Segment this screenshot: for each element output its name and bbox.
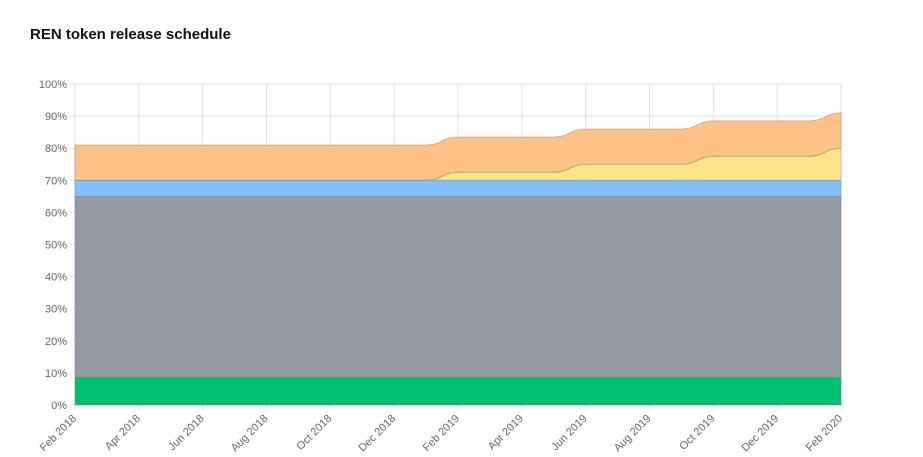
area-series-2 xyxy=(74,195,842,378)
x-tick-label: Oct 2019 xyxy=(677,413,717,453)
y-tick-label: 20% xyxy=(45,336,67,348)
x-tick-label: Dec 2019 xyxy=(740,413,782,455)
x-tick-label: Aug 2019 xyxy=(612,413,654,455)
x-tick-label: Feb 2019 xyxy=(421,413,462,454)
area-series-1 xyxy=(74,376,842,406)
y-tick-label: 50% xyxy=(45,240,67,252)
x-tick-label: Jun 2019 xyxy=(549,413,589,453)
y-tick-label: 90% xyxy=(45,111,67,123)
x-tick-label: Apr 2019 xyxy=(486,413,526,453)
x-tick-label: Dec 2018 xyxy=(357,413,399,455)
y-tick-label: 80% xyxy=(45,143,67,155)
x-tick-label: Feb 2020 xyxy=(804,413,845,454)
x-tick-label: Jun 2018 xyxy=(166,413,206,453)
chart-title: REN token release schedule xyxy=(30,26,231,43)
y-axis-ticks: 0% 10% 20% 30% 40% 50% 60% 70% 80% 90% 100% xyxy=(39,79,67,412)
y-tick-label: 40% xyxy=(45,272,67,284)
x-tick-label: Oct 2018 xyxy=(294,413,334,453)
x-tick-label: Aug 2018 xyxy=(229,413,271,455)
area-series-5 xyxy=(74,112,842,181)
y-tick-label: 70% xyxy=(45,175,67,187)
x-tick-label: Apr 2018 xyxy=(103,413,143,453)
x-tick-label: Feb 2018 xyxy=(38,413,79,454)
x-axis-ticks: Feb 2018 Apr 2018 Jun 2018 Aug 2018 Oct 2018… xyxy=(38,413,845,455)
y-tick-label: 10% xyxy=(45,368,67,380)
y-tick-label: 30% xyxy=(45,304,67,316)
y-tick-label: 0% xyxy=(51,400,67,412)
y-tick-label: 100% xyxy=(39,79,67,91)
y-tick-label: 60% xyxy=(45,207,67,219)
area-series xyxy=(74,112,842,406)
area-series-3 xyxy=(74,179,842,197)
